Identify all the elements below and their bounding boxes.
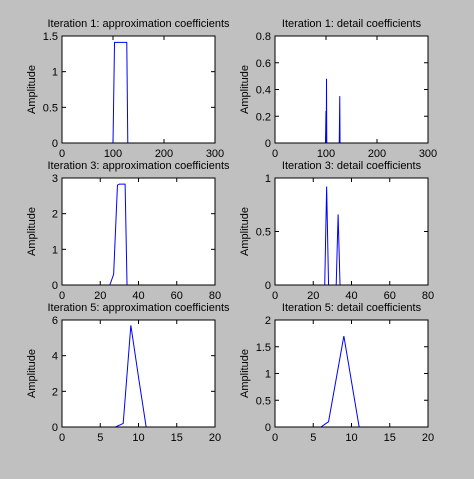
y-axis-label: Amplitude (26, 65, 38, 114)
y-tick-label: 0.5 (256, 227, 271, 239)
y-tick-label: 0.6 (256, 58, 271, 70)
axes-box (274, 319, 429, 428)
chart-title: Iteration 1: detail coefficients (282, 18, 422, 30)
y-tick-label: 3 (52, 173, 58, 185)
x-tick-label: 0 (59, 148, 65, 160)
y-tick-label: 0 (265, 138, 271, 150)
x-tick-label: 100 (317, 148, 335, 160)
chart-title: Iteration 3: detail coefficients (282, 160, 422, 172)
x-tick-label: 15 (384, 432, 396, 444)
x-tick-label: 0 (272, 290, 278, 302)
chart-title: Iteration 5: approximation coefficients (47, 302, 230, 314)
x-tick-label: 10 (345, 432, 357, 444)
plot-area (275, 178, 428, 285)
y-tick-label: 1.5 (256, 342, 271, 354)
axes-box (61, 35, 216, 144)
x-tick-label: 200 (368, 148, 386, 160)
x-tick-label: 20 (209, 432, 221, 444)
y-tick-label: 0.5 (43, 102, 58, 114)
y-axis-label: Amplitude (26, 207, 38, 256)
y-axis-label: Amplitude (26, 349, 38, 398)
x-tick-label: 20 (94, 290, 106, 302)
x-tick-label: 60 (384, 290, 396, 302)
x-tick-label: 10 (132, 432, 144, 444)
data-line (275, 335, 413, 428)
x-tick-label: 80 (209, 290, 221, 302)
plot-area (62, 320, 215, 427)
chart-title: Iteration 3: approximation coefficients (47, 160, 230, 172)
plot-area (275, 36, 428, 143)
axes-box (274, 177, 429, 286)
x-tick-label: 60 (171, 290, 183, 302)
y-axis-label: Amplitude (239, 65, 251, 114)
data-line (62, 183, 196, 286)
chart-title: Iteration 1: approximation coefficients (47, 18, 230, 30)
y-tick-label: 0 (52, 422, 58, 434)
y-tick-label: 0.4 (256, 85, 271, 97)
x-tick-label: 80 (422, 290, 434, 302)
chart-title: Iteration 5: detail coefficients (282, 302, 422, 314)
x-tick-label: 40 (132, 290, 144, 302)
y-tick-label: 1 (52, 67, 58, 79)
x-tick-label: 0 (59, 432, 65, 444)
y-axis-label: Amplitude (239, 207, 251, 256)
x-tick-label: 300 (419, 148, 437, 160)
y-tick-label: 0 (52, 280, 58, 292)
y-tick-label: 0.8 (256, 31, 271, 43)
y-tick-label: 0 (265, 280, 271, 292)
axes-box (274, 35, 429, 144)
x-tick-label: 5 (310, 432, 316, 444)
x-tick-label: 15 (171, 432, 183, 444)
y-tick-label: 0.2 (256, 111, 271, 123)
plot-area (62, 178, 215, 285)
x-tick-label: 0 (272, 148, 278, 160)
x-tick-label: 300 (206, 148, 224, 160)
y-tick-label: 0 (265, 422, 271, 434)
y-tick-label: 2 (265, 315, 271, 327)
y-tick-label: 1 (52, 244, 58, 256)
plot-area (275, 320, 428, 427)
y-tick-label: 2 (52, 209, 58, 221)
x-tick-label: 5 (97, 432, 103, 444)
y-tick-label: 4 (52, 351, 58, 363)
y-tick-label: 0 (52, 138, 58, 150)
x-tick-label: 40 (345, 290, 357, 302)
axes-box (61, 319, 216, 428)
y-tick-label: 1 (265, 369, 271, 381)
y-axis-label: Amplitude (239, 349, 251, 398)
plot-area (62, 36, 215, 143)
y-tick-label: 1 (265, 173, 271, 185)
y-tick-label: 6 (52, 315, 58, 327)
x-tick-label: 200 (155, 148, 173, 160)
x-tick-label: 20 (422, 432, 434, 444)
x-tick-label: 0 (272, 432, 278, 444)
x-tick-label: 20 (307, 290, 319, 302)
axes-box (61, 177, 216, 286)
y-tick-label: 0.5 (256, 395, 271, 407)
x-tick-label: 100 (104, 148, 122, 160)
x-tick-label: 0 (59, 290, 65, 302)
y-tick-label: 1.5 (43, 31, 58, 43)
y-tick-label: 2 (52, 386, 58, 398)
